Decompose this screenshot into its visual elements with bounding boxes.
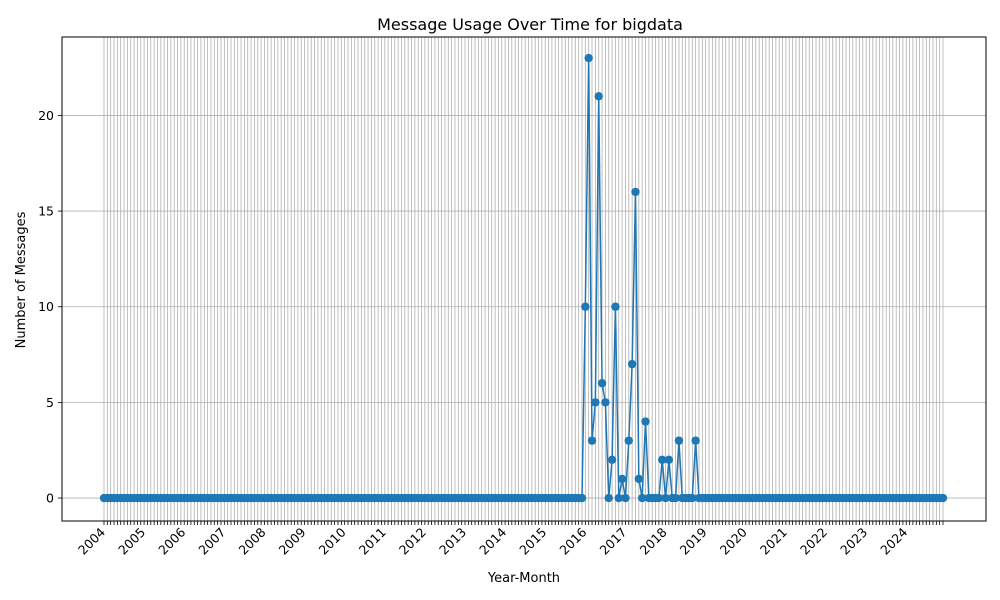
data-point — [671, 493, 680, 503]
data-point — [607, 455, 617, 464]
data-point — [594, 92, 603, 101]
y-tick-label: 15 — [38, 204, 54, 219]
data-point — [627, 359, 637, 369]
data-point — [621, 493, 630, 503]
data-point — [587, 436, 597, 445]
data-point — [674, 436, 684, 445]
y-axis-label: Number of Messages — [14, 211, 29, 348]
y-tick-label: 10 — [38, 299, 54, 314]
data-point — [688, 493, 697, 503]
data-point — [691, 436, 700, 445]
plot-frame — [61, 36, 987, 522]
y-tick-label: 0 — [46, 491, 54, 506]
chart-title: Message Usage Over Time for bigdata — [377, 15, 683, 34]
data-point — [577, 493, 587, 503]
data-point — [614, 493, 623, 503]
data-point — [581, 302, 590, 311]
data-point — [611, 302, 620, 311]
data-point — [634, 474, 644, 484]
data-point — [604, 493, 613, 503]
data-point — [601, 398, 610, 407]
data-point — [661, 493, 670, 503]
data-point — [631, 187, 640, 197]
series-messages — [99, 53, 948, 503]
data-point — [938, 493, 948, 503]
data-point — [637, 493, 647, 503]
y-tick-label: 5 — [46, 395, 54, 410]
data-point — [654, 493, 664, 503]
x-axis-label: Year-Month — [487, 571, 560, 586]
data-point — [664, 455, 674, 464]
data-point — [591, 398, 600, 407]
data-point — [597, 379, 607, 388]
data-point — [641, 417, 650, 426]
data-point — [658, 455, 667, 464]
data-point — [617, 474, 627, 484]
data-point — [584, 53, 593, 63]
y-tick-label: 20 — [38, 108, 54, 123]
data-point — [624, 436, 633, 445]
